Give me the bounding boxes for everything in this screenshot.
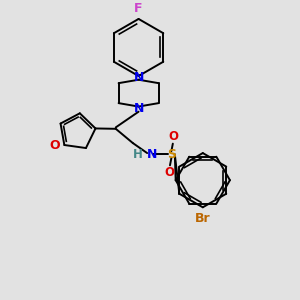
- Text: N: N: [134, 71, 144, 84]
- Text: H: H: [133, 148, 143, 161]
- Text: O: O: [164, 167, 174, 179]
- Text: S: S: [167, 148, 176, 161]
- Text: F: F: [134, 2, 143, 15]
- Text: O: O: [50, 139, 60, 152]
- Text: N: N: [147, 148, 158, 161]
- Text: O: O: [169, 130, 179, 142]
- Text: Br: Br: [195, 212, 211, 225]
- Text: N: N: [134, 102, 144, 115]
